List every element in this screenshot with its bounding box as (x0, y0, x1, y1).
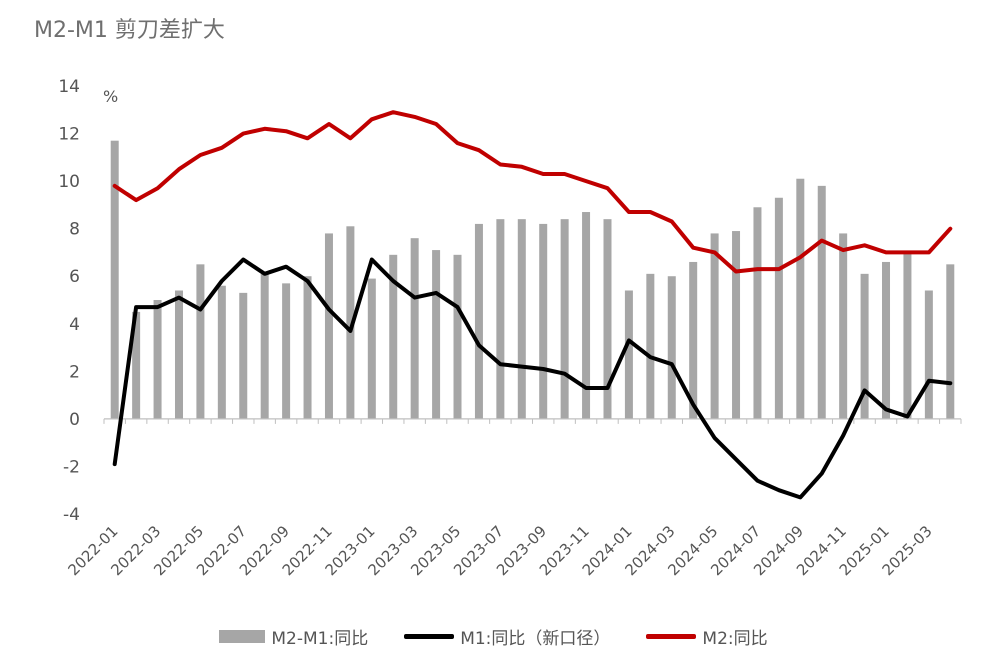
legend-swatch-bar (219, 630, 266, 643)
bar-2022-07 (239, 292, 248, 419)
bar-2023-04 (432, 250, 441, 419)
y-tick-label: 6 (69, 267, 80, 287)
bar-2023-11 (582, 212, 591, 419)
y-tick-label: 4 (69, 315, 80, 335)
bar-2022-05 (196, 264, 205, 419)
y-tick-label: 10 (58, 172, 80, 192)
y-tick-labels: -4 -2 0 2 4 6 8 10 12 14 (58, 77, 80, 525)
bar-2024-06 (732, 231, 741, 419)
bar-2022-01 (110, 140, 119, 419)
bar-2022-02 (132, 311, 141, 419)
bar-2024-02 (646, 273, 655, 419)
line-series (112, 110, 953, 500)
chart-title: M2-M1 剪刀差扩大 (34, 18, 225, 43)
bar-2022-03 (153, 300, 162, 419)
m1-line (112, 257, 953, 500)
bar-2023-02 (389, 254, 398, 419)
bar-2024-09 (796, 178, 805, 419)
y-tick-label: 14 (58, 77, 80, 97)
legend-item-bar: M2-M1:同比 (219, 624, 368, 649)
bar-2022-08 (260, 273, 269, 419)
y-tick-label: 2 (69, 362, 80, 382)
y-tick-label: 8 (69, 220, 80, 240)
bar-series (110, 140, 955, 419)
bar-2023-10 (560, 219, 569, 419)
bar-2025-04 (946, 264, 955, 419)
legend-item-m2: M2:同比 (646, 624, 768, 649)
bar-2024-01 (624, 290, 633, 419)
bar-2023-12 (603, 219, 612, 419)
bar-2025-01 (882, 261, 891, 419)
legend-label-spread: M2-M1:同比 (271, 629, 369, 649)
y-tick-label: 0 (69, 410, 80, 430)
bar-2022-10 (303, 276, 312, 419)
bar-2024-04 (689, 261, 698, 419)
bar-2022-06 (217, 285, 226, 419)
m2-line (112, 110, 953, 274)
legend-label-m2: M2:同比 (702, 629, 768, 649)
bar-2022-09 (282, 283, 291, 419)
legend-swatch-m1 (404, 634, 455, 639)
bar-2024-05 (710, 233, 719, 419)
axes (103, 418, 962, 424)
bar-2023-07 (496, 219, 505, 419)
bar-2023-09 (539, 223, 548, 419)
bar-2024-11 (839, 233, 848, 419)
bar-2023-03 (410, 238, 419, 419)
y-tick-label: -2 (63, 457, 80, 477)
bar-2024-10 (817, 185, 826, 419)
x-tick-labels: 2022-012022-032022-052022-072022-092022-… (64, 522, 935, 579)
bar-2022-04 (174, 290, 183, 419)
bar-2024-12 (860, 273, 869, 419)
bar-2022-12 (346, 226, 355, 419)
bar-2023-08 (517, 219, 526, 419)
legend: M2-M1:同比 M1:同比（新口径） M2:同比 (0, 624, 987, 649)
legend-label-m1: M1:同比（新口径） (460, 629, 611, 649)
bar-2023-01 (367, 278, 376, 419)
y-unit-label: % (103, 87, 118, 106)
bar-2024-03 (667, 276, 676, 419)
legend-item-m1: M1:同比（新口径） (404, 624, 610, 649)
bar-2024-08 (774, 197, 783, 419)
legend-swatch-m2 (646, 634, 697, 639)
bar-2025-03 (924, 290, 933, 419)
bar-2023-06 (474, 223, 483, 419)
bar-2022-11 (324, 233, 333, 419)
bar-2024-07 (753, 207, 762, 419)
bar-2025-02 (903, 252, 912, 419)
y-tick-label: 12 (58, 125, 80, 145)
bar-2023-05 (453, 254, 462, 419)
y-tick-label: -4 (63, 505, 80, 525)
